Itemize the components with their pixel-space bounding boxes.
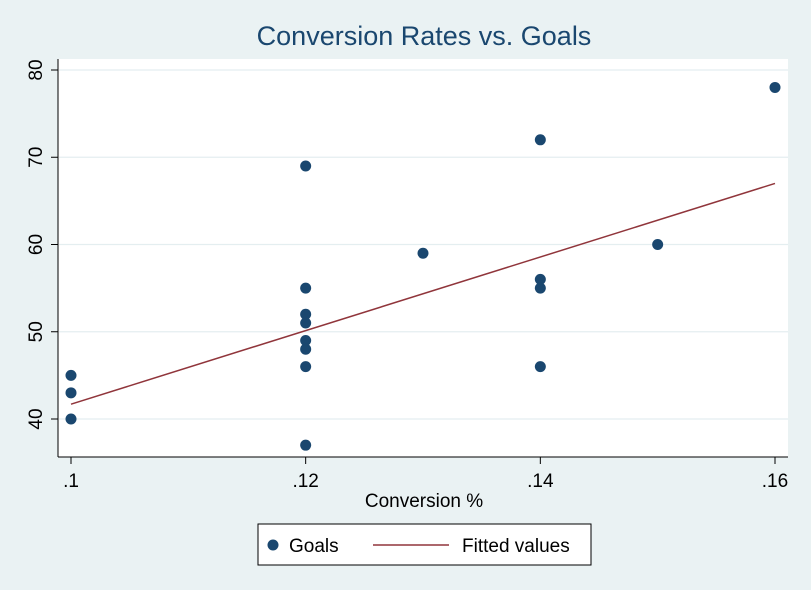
data-point-10 bbox=[300, 439, 312, 451]
y-tick-label-0: 40 bbox=[26, 408, 47, 429]
x-tick-label-1: .12 bbox=[292, 471, 318, 492]
y-tick-label-2: 60 bbox=[26, 234, 47, 255]
legend-goals-marker bbox=[267, 539, 279, 551]
fitted-line-layer bbox=[70, 182, 776, 405]
gridlines bbox=[59, 69, 788, 420]
data-point-14 bbox=[534, 282, 546, 294]
data-point-5 bbox=[300, 308, 312, 320]
x-tick-label-3: .16 bbox=[762, 471, 788, 492]
data-point-7 bbox=[300, 334, 312, 346]
x-axis-title: Conversion % bbox=[365, 491, 483, 512]
data-point-11 bbox=[417, 247, 429, 259]
x-tick-label-2: .14 bbox=[527, 471, 554, 492]
data-point-0 bbox=[65, 369, 77, 381]
data-point-3 bbox=[300, 160, 312, 172]
data-point-15 bbox=[534, 361, 546, 373]
data-point-17 bbox=[769, 81, 781, 93]
x-tick-label-0: .1 bbox=[63, 471, 79, 492]
data-point-9 bbox=[300, 361, 312, 373]
data-point-6 bbox=[300, 317, 312, 329]
y-tick-label-4: 80 bbox=[26, 59, 47, 80]
data-point-12 bbox=[534, 134, 546, 146]
data-point-2 bbox=[65, 413, 77, 425]
data-point-4 bbox=[300, 282, 312, 294]
axes: 40 50 60 70 80 .1 .12 .14 .16 bbox=[26, 59, 788, 492]
fitted-line bbox=[70, 182, 776, 405]
chart-title: Conversion Rates vs. Goals bbox=[257, 21, 592, 51]
scatter-points bbox=[65, 81, 781, 451]
data-point-1 bbox=[65, 387, 77, 399]
data-point-8 bbox=[300, 343, 312, 355]
data-point-16 bbox=[652, 239, 664, 250]
y-tick-label-3: 70 bbox=[26, 147, 47, 168]
data-point-13 bbox=[534, 273, 546, 285]
legend-fitted-label: Fitted values bbox=[462, 536, 570, 557]
legend-goals-label: Goals bbox=[289, 536, 339, 557]
legend: Goals Fitted values bbox=[257, 523, 592, 566]
y-tick-label-1: 50 bbox=[26, 321, 47, 342]
